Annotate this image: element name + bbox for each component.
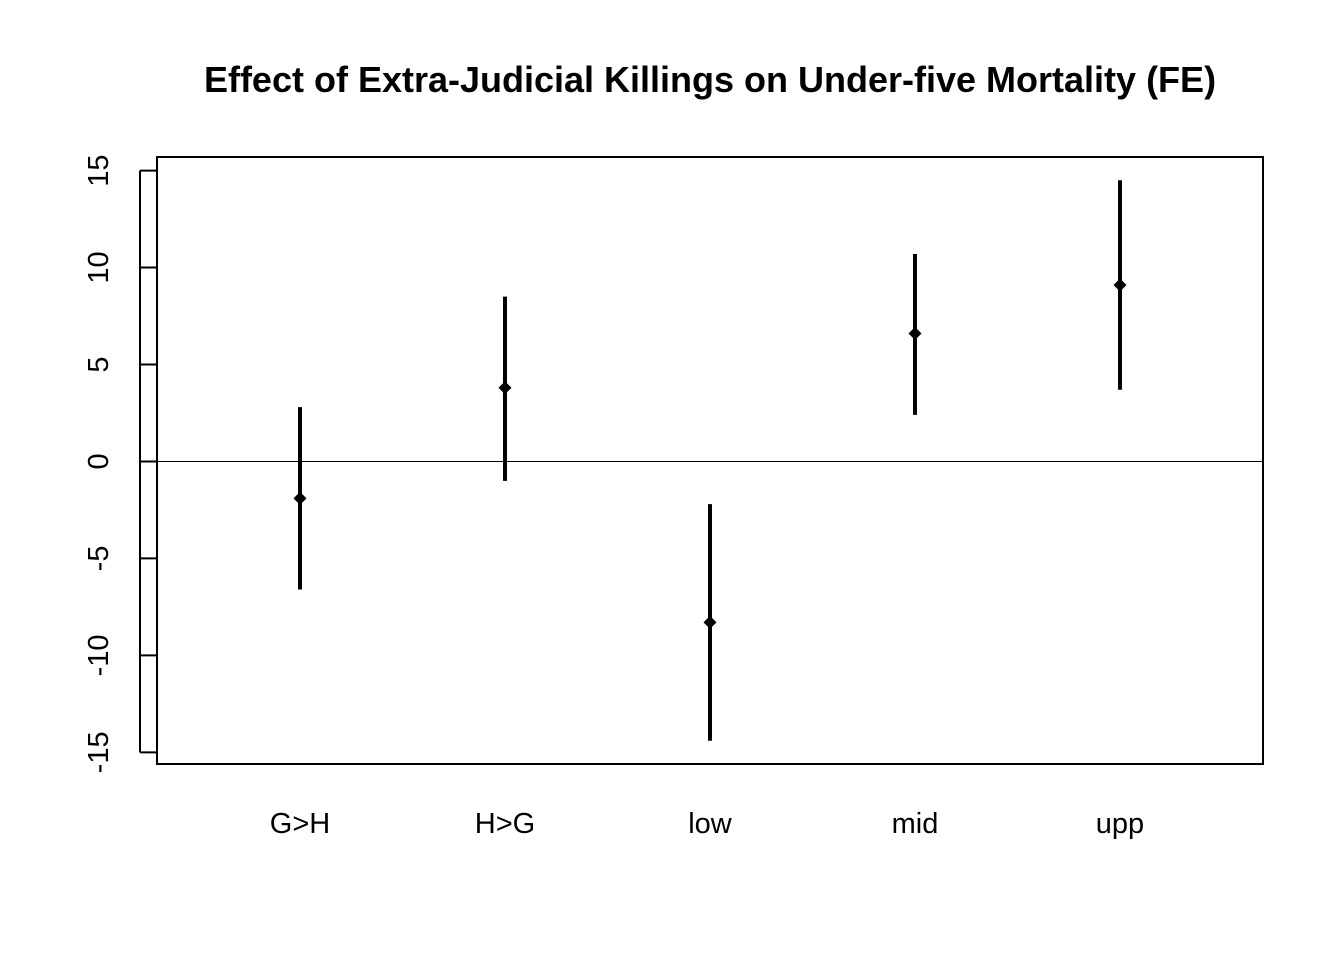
y-tick-label: 0 — [83, 453, 115, 469]
estimate-group — [1113, 180, 1127, 390]
x-tick-label: low — [688, 808, 733, 840]
y-tick-label: 5 — [83, 356, 115, 372]
estimate-group — [908, 253, 922, 415]
x-tick-label: mid — [892, 808, 939, 840]
estimate-group — [293, 407, 307, 590]
y-axis: -15 -10 -5 0 5 10 15 — [83, 154, 157, 773]
y-tick-label: -10 — [83, 634, 115, 676]
y-tick-label: 10 — [83, 251, 115, 283]
y-tick-label: -5 — [83, 546, 115, 572]
estimate-group — [703, 504, 717, 741]
y-tick-label: -15 — [83, 731, 115, 773]
estimate-group — [498, 296, 512, 481]
point-estimate — [1113, 278, 1127, 292]
x-tick-label: upp — [1096, 808, 1144, 840]
marks-layer — [293, 180, 1127, 741]
point-estimate — [703, 615, 717, 629]
x-tick-label: H>G — [475, 808, 535, 840]
x-axis-labels: G>H H>G low mid upp — [270, 808, 1144, 840]
point-estimate — [293, 491, 307, 505]
chart-title: Effect of Extra-Judicial Killings on Und… — [204, 59, 1216, 100]
point-estimate — [908, 326, 922, 340]
point-estimate — [498, 381, 512, 395]
x-tick-label: G>H — [270, 808, 330, 840]
y-tick-label: 15 — [83, 154, 115, 186]
